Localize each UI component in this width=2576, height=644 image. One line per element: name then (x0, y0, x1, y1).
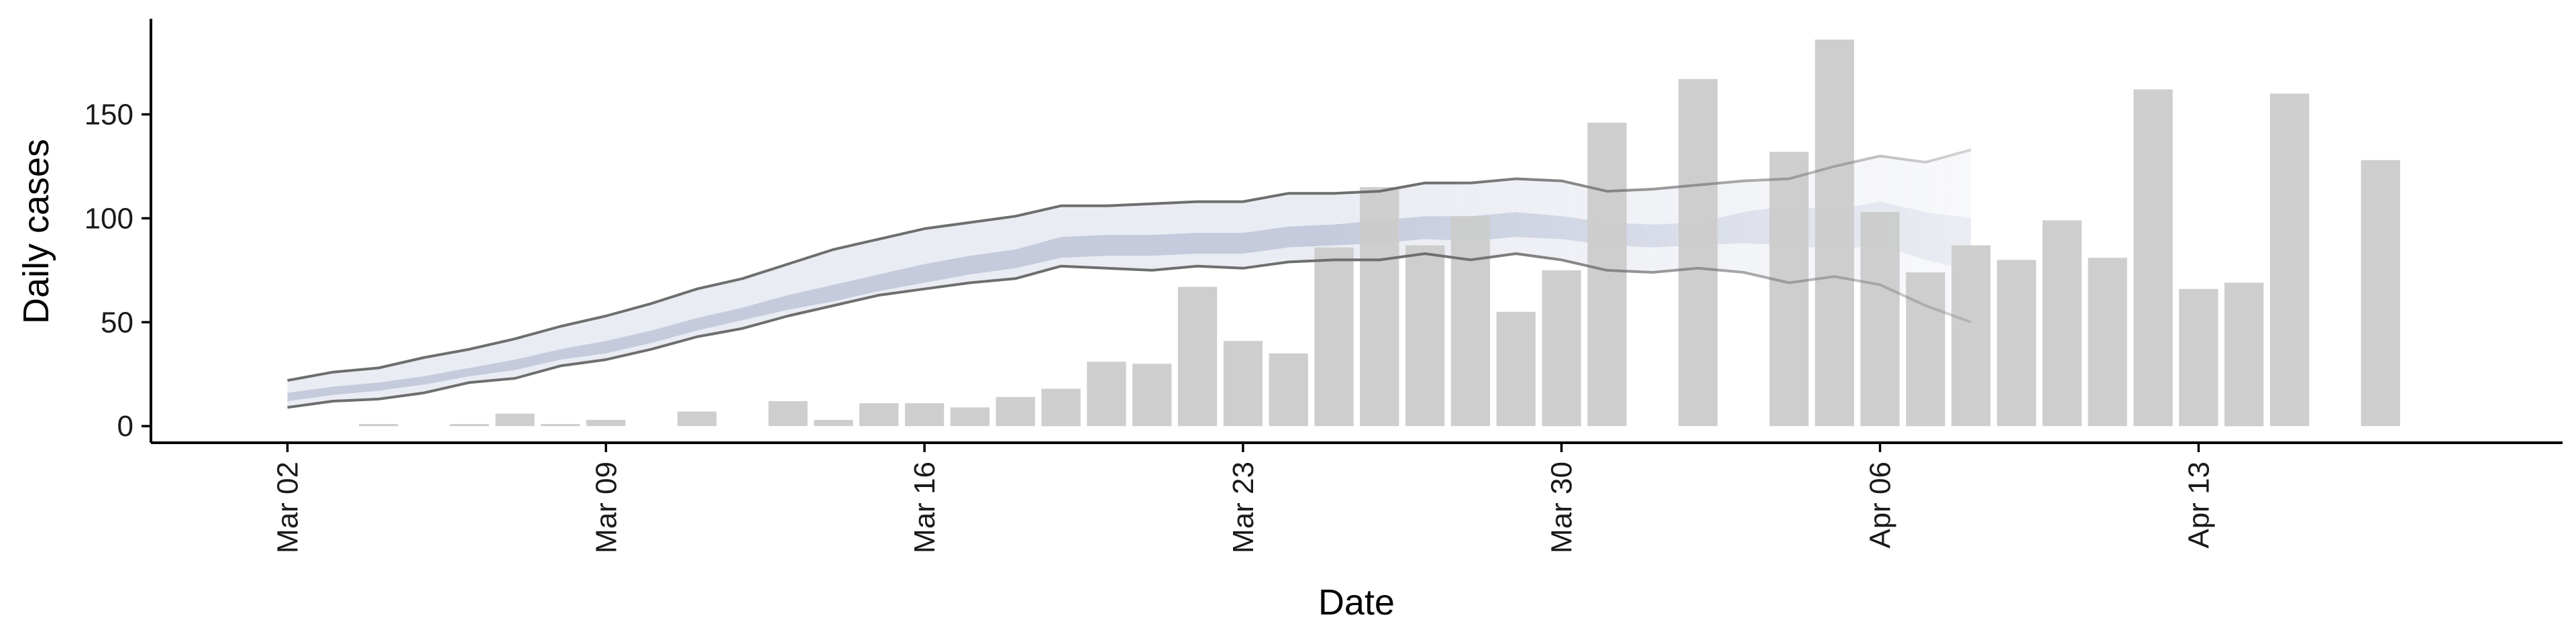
x-tick-label: Mar 02 (272, 462, 305, 553)
bar (1087, 362, 1126, 427)
x-axis-title: Date (1318, 582, 1395, 623)
bar (1815, 40, 1854, 427)
bar (2269, 93, 2310, 427)
bar (1542, 270, 1581, 427)
bar (1496, 311, 1536, 427)
y-tick-label: 50 (101, 306, 133, 339)
x-tick-label: Mar 16 (908, 462, 941, 553)
y-axis-title: Daily cases (16, 139, 56, 324)
bar (449, 424, 489, 427)
bar (1860, 212, 1900, 427)
bar (1314, 247, 1354, 427)
ci90-lower-line (287, 252, 1972, 409)
bar (1587, 122, 1627, 427)
bar (2133, 89, 2173, 427)
bar (586, 419, 626, 427)
bar (814, 419, 853, 427)
x-tick-label: Mar 30 (1546, 462, 1578, 553)
bar (2361, 160, 2400, 427)
bar (1132, 364, 1172, 427)
bar (1951, 245, 1991, 427)
y-axis-ticks: 0 50 100 150 (85, 99, 151, 443)
bar (768, 401, 808, 427)
x-tick-label: Mar 09 (590, 462, 623, 553)
bar (2088, 258, 2127, 427)
bar (1177, 286, 1218, 427)
y-tick-label: 0 (117, 410, 133, 443)
bar (904, 403, 945, 427)
bar (1678, 78, 1718, 427)
x-tick-label: Apr 06 (1864, 462, 1897, 549)
ci90-upper-line (287, 148, 1972, 382)
bar (541, 424, 580, 427)
bar (1450, 216, 1491, 427)
bar (359, 424, 398, 427)
bar (950, 407, 990, 427)
bar (677, 411, 717, 427)
x-axis-ticks: Mar 02 Mar 09 Mar 16 Mar 23 Mar 30 Apr 06 Apr … (272, 443, 2215, 553)
bar (2224, 282, 2264, 427)
bar (996, 396, 1035, 427)
y-tick-label: 150 (85, 99, 133, 131)
bar (1360, 186, 1399, 427)
bar (495, 413, 535, 427)
y-tick-label: 100 (85, 202, 133, 235)
bar (2042, 220, 2082, 427)
bar (1269, 353, 1308, 427)
daily-case-bars (359, 40, 2400, 427)
bar (859, 403, 899, 427)
bar (2179, 288, 2218, 427)
bar (1996, 260, 2037, 427)
axes (150, 19, 2563, 444)
x-tick-label: Apr 13 (2182, 462, 2215, 549)
bar (1405, 245, 1445, 427)
ci90-band (287, 150, 1972, 408)
bar (1906, 272, 1945, 427)
estimate-bands (287, 150, 1972, 408)
bar (1769, 152, 1809, 427)
bar (1041, 388, 1081, 427)
x-tick-label: Mar 23 (1227, 462, 1260, 553)
bar (1223, 341, 1263, 427)
ci90-bound-lines (287, 148, 1972, 409)
